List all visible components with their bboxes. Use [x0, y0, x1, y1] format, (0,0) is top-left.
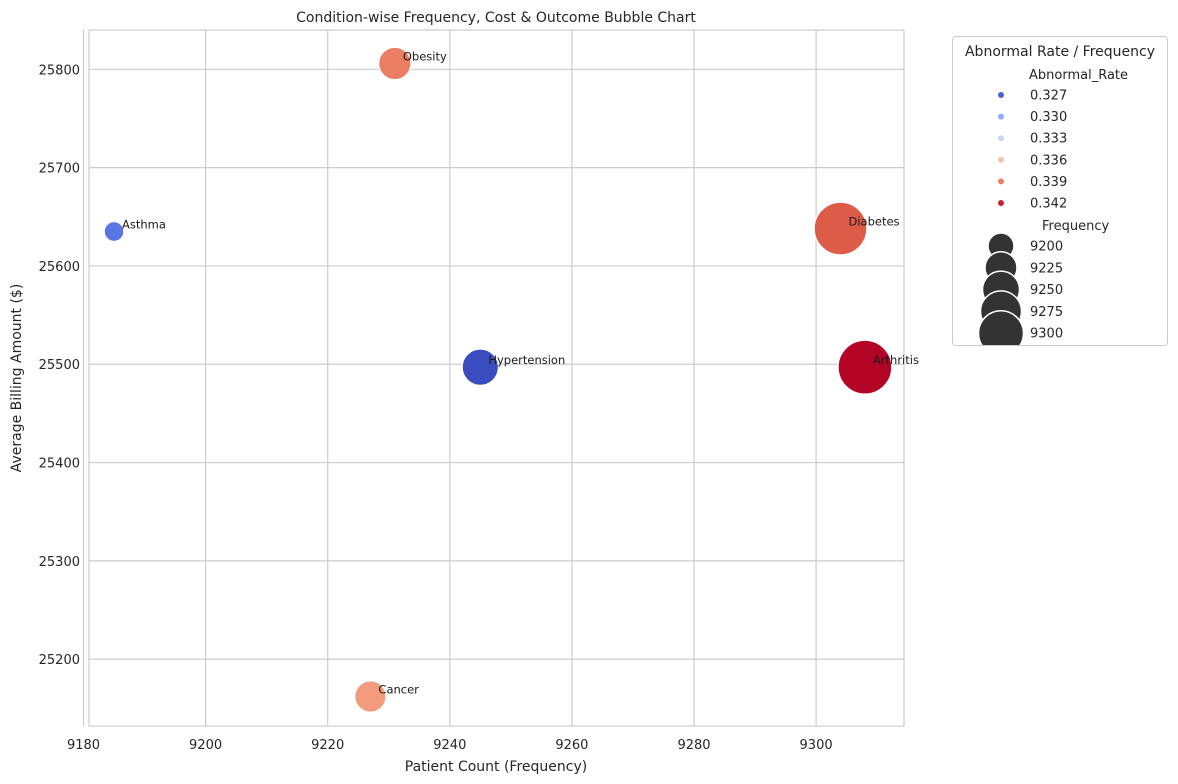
x-axis-label: Patient Count (Frequency) — [405, 759, 587, 775]
y-axis-label: Average Billing Amount ($) — [9, 284, 25, 473]
bubble-label: Cancer — [378, 683, 419, 697]
bubble-cancer — [353, 679, 387, 714]
bubble-diabetes — [813, 201, 868, 256]
bubble-arthritis — [837, 339, 893, 395]
y-tick-label: 25300 — [39, 555, 80, 570]
legend-color-swatch — [998, 92, 1004, 98]
legend-size-label: 9200 — [1030, 240, 1063, 255]
x-tick-label: 9300 — [800, 738, 833, 753]
legend-color-label: 0.333 — [1030, 132, 1067, 147]
legend-size-label: 9300 — [1030, 327, 1063, 342]
legend-color-swatch — [998, 200, 1004, 206]
legend-color-entries: 0.327 0.330 0.333 0.336 0.339 0.342 — [998, 89, 1067, 212]
legend-color-label: 0.327 — [1030, 89, 1067, 104]
bubble-labels: Asthma Obesity Hypertension Diabetes Arthrit… — [122, 49, 919, 696]
legend-size-label: 9275 — [1030, 305, 1063, 320]
legend-color-header: Abnormal_Rate — [1029, 68, 1128, 83]
legend: Abnormal Rate / Frequency Abnormal_Rate … — [952, 36, 1168, 357]
bubble-label: Hypertension — [488, 353, 565, 367]
legend-color-label: 0.336 — [1030, 153, 1067, 168]
bubble-label: Obesity — [403, 49, 447, 63]
bubble-hypertension — [461, 348, 500, 387]
legend-size-entries: 9200 9225 9250 9275 9300 — [977, 232, 1063, 357]
legend-color-label: 0.330 — [1030, 110, 1067, 125]
legend-color-label: 0.342 — [1030, 197, 1067, 212]
plot-area — [88, 29, 905, 727]
chart-title: Condition-wise Frequency, Cost & Outcome… — [296, 10, 696, 26]
bubble-label: Arthritis — [873, 353, 919, 367]
legend-color-swatch — [998, 156, 1004, 163]
y-tick-label: 25800 — [39, 63, 80, 78]
y-tick-label: 25200 — [39, 653, 80, 668]
x-tick-label: 9280 — [677, 738, 710, 753]
legend-color-swatch — [998, 113, 1004, 120]
x-tick-label: 9200 — [189, 738, 222, 753]
legend-size-header: Frequency — [1042, 219, 1109, 234]
y-axis-ticks: 25200 25300 25400 25500 25600 25700 25800 — [39, 63, 80, 668]
legend-size-label: 9225 — [1030, 261, 1063, 276]
y-tick-label: 25600 — [39, 260, 80, 275]
x-tick-label: 9180 — [67, 738, 100, 753]
legend-size-label: 9250 — [1030, 283, 1063, 298]
legend-color-label: 0.339 — [1030, 175, 1067, 190]
x-tick-label: 9220 — [311, 738, 344, 753]
bubble-label: Asthma — [122, 218, 166, 232]
legend-color-swatch — [998, 178, 1004, 185]
x-tick-label: 9240 — [433, 738, 466, 753]
x-axis-ticks: 9180 9200 9220 9240 9260 9280 9300 — [67, 738, 833, 753]
bubble-label: Diabetes — [849, 215, 900, 229]
y-tick-label: 25700 — [39, 162, 80, 177]
y-tick-label: 25500 — [39, 358, 80, 373]
y-tick-label: 25400 — [39, 457, 80, 472]
x-tick-label: 9260 — [555, 738, 588, 753]
legend-color-swatch — [998, 135, 1004, 142]
bubbles — [103, 46, 893, 714]
bubble-obesity — [377, 46, 412, 81]
bubble-asthma — [103, 220, 125, 243]
legend-title: Abnormal Rate / Frequency — [965, 44, 1155, 60]
